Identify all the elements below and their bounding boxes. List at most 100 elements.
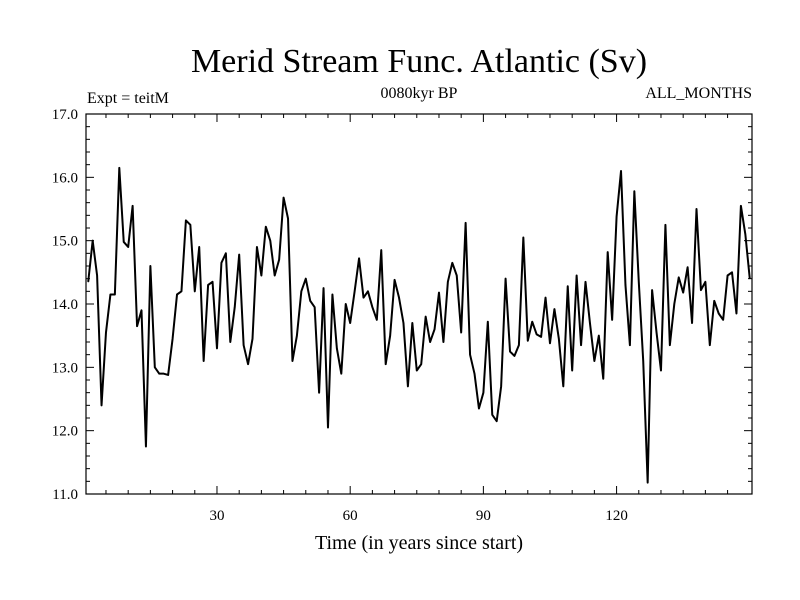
data-point [460, 332, 462, 333]
data-point [163, 373, 165, 375]
data-point [96, 275, 98, 276]
data-point [553, 308, 555, 310]
x-axis-title: Time (in years since start) [315, 532, 523, 554]
data-point [176, 294, 178, 295]
data-point [207, 284, 209, 286]
data-point [611, 319, 613, 321]
data-point [749, 278, 751, 280]
data-point [416, 370, 418, 371]
data-point [101, 404, 103, 406]
data-point [531, 321, 533, 323]
data-point [735, 313, 737, 314]
x-tick-label: 60 [343, 508, 358, 524]
y-tick-label: 13.0 [52, 360, 78, 376]
data-point [434, 328, 436, 330]
data-point [385, 363, 387, 365]
data-point [154, 366, 156, 368]
data-point [367, 290, 369, 292]
data-point [593, 360, 595, 362]
data-point [296, 335, 298, 337]
data-point [727, 275, 729, 276]
data-point [336, 347, 338, 349]
data-point [478, 408, 480, 409]
y-tick-label: 11.0 [52, 487, 78, 503]
data-point [118, 167, 120, 169]
data-point [740, 205, 742, 207]
y-tick-label: 14.0 [52, 297, 78, 313]
data-point [247, 363, 249, 365]
data-point [309, 300, 311, 302]
data-point [216, 347, 218, 349]
data-point [580, 344, 582, 346]
data-point [704, 281, 706, 283]
data-point [212, 281, 214, 283]
data-point [558, 338, 560, 340]
data-point [109, 294, 111, 295]
data-point [358, 257, 360, 259]
data-point [127, 246, 129, 248]
data-point [229, 341, 231, 343]
data-point [194, 290, 196, 292]
data-point [438, 292, 440, 294]
x-tick-label: 120 [605, 508, 628, 524]
data-point [451, 262, 453, 264]
y-tick-label: 16.0 [52, 170, 78, 186]
data-point [589, 322, 591, 324]
data-point [696, 208, 697, 210]
data-point [505, 278, 507, 280]
data-point [407, 385, 409, 387]
data-point [718, 313, 720, 314]
data-point [198, 246, 200, 248]
data-point [172, 338, 174, 340]
data-point [620, 170, 622, 172]
data-point [314, 306, 316, 308]
data-point [669, 344, 671, 346]
data-point [203, 360, 205, 362]
data-point [380, 249, 382, 251]
data-point [376, 319, 378, 321]
data-point [185, 219, 187, 221]
data-point [513, 355, 515, 357]
period-label: 0080kyr BP [381, 85, 458, 102]
series-group [87, 166, 751, 484]
data-point [340, 373, 342, 375]
data-point [474, 373, 475, 375]
data-point [345, 303, 347, 305]
data-point [189, 224, 191, 226]
data-point [678, 276, 680, 278]
data-point [87, 281, 89, 283]
y-tick-label: 12.0 [52, 424, 78, 440]
data-point [92, 240, 94, 242]
data-point [731, 271, 733, 273]
y-tick-labels: 11.0 12.0 13.0 14.0 15.0 16.0 17.0 [52, 107, 78, 503]
data-point [687, 266, 689, 268]
data-point [354, 290, 356, 292]
data-point [602, 378, 604, 380]
data-point [123, 241, 125, 243]
data-point [527, 340, 529, 342]
data-point [562, 385, 564, 387]
data-point [536, 333, 538, 335]
data-point [487, 321, 489, 323]
data-point [664, 224, 666, 226]
data-point [744, 233, 746, 235]
data-point [180, 290, 182, 292]
data-point [518, 344, 520, 346]
months-label: ALL_MONTHS [645, 85, 752, 102]
data-point [713, 300, 715, 302]
data-point [238, 254, 240, 256]
experiment-label: Expt = teitM [87, 90, 169, 107]
data-point [638, 281, 640, 283]
data-point [456, 275, 458, 276]
data-point [571, 370, 573, 371]
data-point [411, 322, 413, 324]
x-tick-label: 90 [476, 508, 491, 524]
data-point [496, 420, 498, 422]
data-point [260, 275, 262, 276]
data-point [225, 252, 227, 254]
data-point [291, 360, 293, 362]
data-point [252, 338, 253, 340]
data-point [691, 322, 693, 324]
data-point [509, 351, 511, 352]
data-point [500, 385, 502, 387]
